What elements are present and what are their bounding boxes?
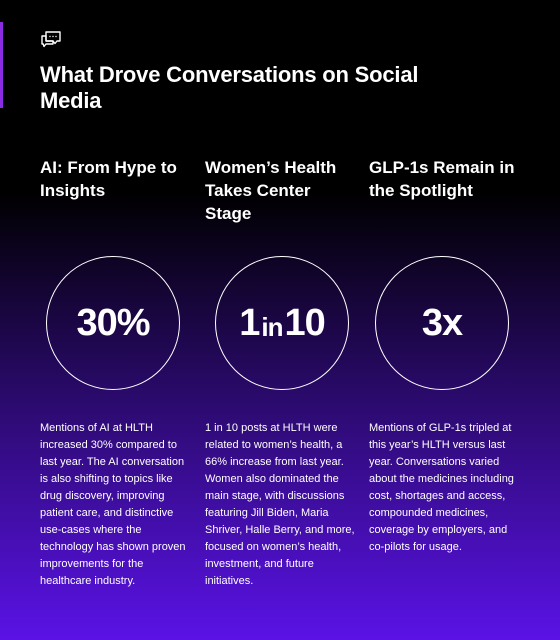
stat-circle: 30%: [46, 256, 180, 390]
column-womens-health: Women’s Health Takes Center Stage 1 in 1…: [205, 156, 355, 587]
column-glp1: GLP-1s Remain in the Spotlight 3x Mentio…: [369, 156, 519, 553]
stat-value-connector: in: [261, 311, 283, 342]
column-description: Mentions of GLP-1s tripled at this year’…: [369, 422, 514, 553]
chat-bubbles-icon: [41, 31, 61, 48]
column-description: 1 in 10 posts at HLTH were related to wo…: [205, 422, 355, 587]
column-heading: Women’s Health Takes Center Stage: [205, 158, 337, 223]
stat-circle: 3x: [375, 256, 509, 390]
column-description: Mentions of AI at HLTH increased 30% com…: [40, 422, 186, 587]
stat-value: 30%: [76, 301, 150, 344]
stat-value-number: 10: [284, 301, 325, 344]
stat-circle: 1 in 10: [215, 256, 349, 390]
stat-value: 3x: [421, 301, 463, 344]
column-heading: GLP-1s Remain in the Spotlight: [369, 158, 515, 200]
column-heading: AI: From Hype to Insights: [40, 158, 177, 200]
column-ai: AI: From Hype to Insights 30% Mentions o…: [40, 156, 190, 587]
accent-bar: [0, 22, 3, 108]
page-title: What Drove Conversations on Social Media: [40, 62, 419, 113]
stat-value-number: 1: [239, 301, 260, 344]
